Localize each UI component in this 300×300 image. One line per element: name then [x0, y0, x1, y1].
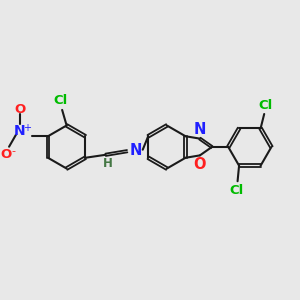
- Text: O: O: [194, 158, 206, 172]
- Text: Cl: Cl: [230, 184, 244, 197]
- Text: H: H: [103, 157, 113, 170]
- Text: +: +: [23, 123, 31, 133]
- Text: O: O: [1, 148, 12, 161]
- Text: Cl: Cl: [259, 98, 273, 112]
- Text: N: N: [194, 122, 206, 136]
- Text: Cl: Cl: [53, 94, 67, 107]
- Text: O: O: [14, 103, 25, 116]
- Text: N: N: [14, 124, 26, 138]
- Text: N: N: [129, 142, 142, 158]
- Text: -: -: [12, 146, 16, 156]
